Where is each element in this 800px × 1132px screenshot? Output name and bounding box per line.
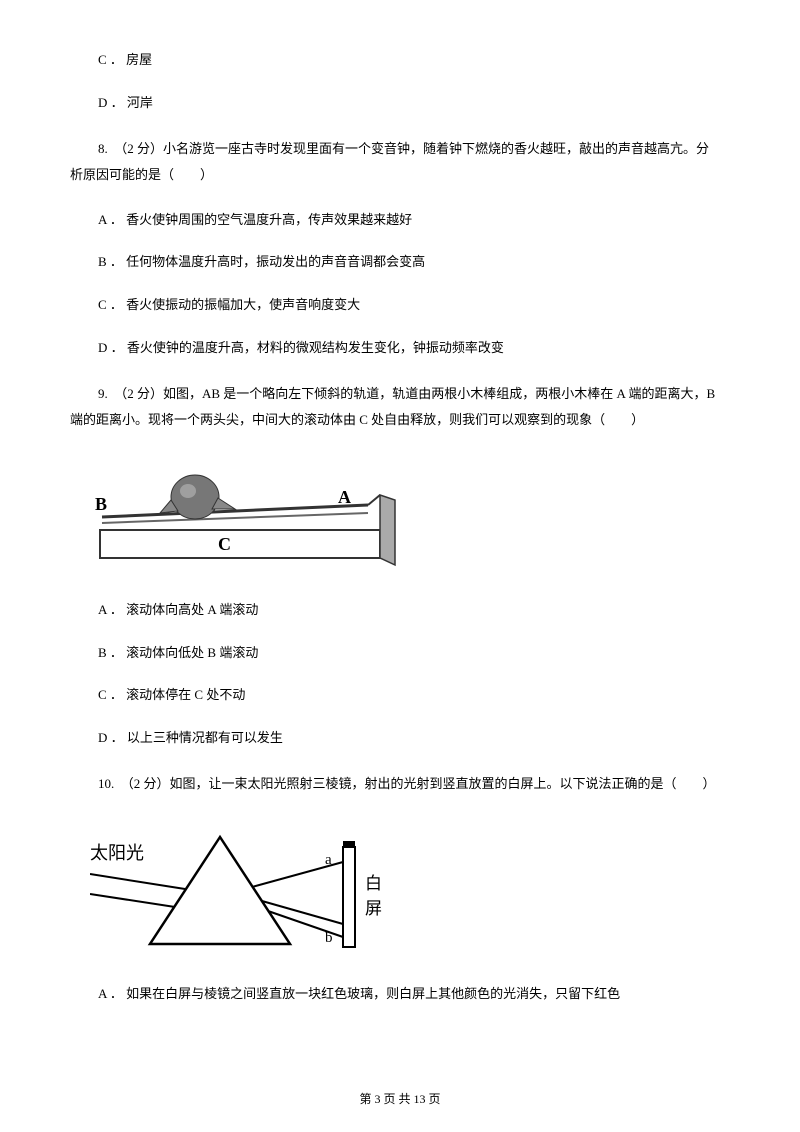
q8-line1: 8. （2 分）小名游览一座古寺时发现里面有一个变音钟，随着钟下燃烧的香火越旺，…: [70, 141, 709, 156]
q9-option-c: C ． 滚动体停在 C 处不动: [70, 685, 730, 706]
page-footer: 第 3 页 共 13 页: [0, 1090, 800, 1107]
question-10: 10. （2 分）如图，让一束太阳光照射三棱镜，射出的光射到竖直放置的白屏上。以…: [70, 771, 730, 797]
q8-option-a: A ． 香火使钟周围的空气温度升高，传声效果越来越好: [70, 210, 730, 231]
prism-label-sun: 太阳光: [90, 843, 144, 863]
q8-option-d: D ． 香火使钟的温度升高，材料的微观结构发生变化，钟振动频率改变: [70, 338, 730, 359]
q9-option-d: D ． 以上三种情况都有可以发生: [70, 728, 730, 749]
prism-label-b: b: [325, 930, 333, 946]
prism-figure: 太阳光 a b 白 屏: [90, 819, 730, 964]
track-label-b: B: [95, 494, 107, 514]
track-figure: B A C: [90, 455, 730, 580]
q8-line2: 析原因可能的是（ ）: [70, 167, 213, 182]
track-label-c: C: [218, 534, 231, 554]
question-9: 9. （2 分）如图，AB 是一个略向左下倾斜的轨道，轨道由两根小木棒组成，两根…: [70, 381, 730, 433]
track-label-a: A: [338, 487, 351, 507]
q9-option-a: A ． 滚动体向高处 A 端滚动: [70, 600, 730, 621]
q9-line2: 端的距离小。现将一个两头尖，中间大的滚动体由 C 处自由释放，则我们可以观察到的…: [70, 412, 644, 427]
question-8: 8. （2 分）小名游览一座古寺时发现里面有一个变音钟，随着钟下燃烧的香火越旺，…: [70, 136, 730, 188]
q9-line1: 9. （2 分）如图，AB 是一个略向左下倾斜的轨道，轨道由两根小木棒组成，两根…: [70, 386, 715, 401]
q10-option-a: A ． 如果在白屏与棱镜之间竖直放一块红色玻璃，则白屏上其他颜色的光消失，只留下…: [70, 984, 730, 1005]
q8-option-c: C ． 香火使振动的振幅加大，使声音响度变大: [70, 295, 730, 316]
option-c-houses: C ． 房屋: [70, 50, 730, 71]
option-d-riverbank: D ． 河岸: [70, 93, 730, 114]
q9-option-b: B ． 滚动体向低处 B 端滚动: [70, 643, 730, 664]
prism-label-screen1: 白: [365, 874, 382, 893]
q8-option-b: B ． 任何物体温度升高时，振动发出的声音音调都会变高: [70, 252, 730, 273]
prism-label-a: a: [325, 852, 332, 868]
prism-label-screen2: 屏: [365, 899, 382, 918]
